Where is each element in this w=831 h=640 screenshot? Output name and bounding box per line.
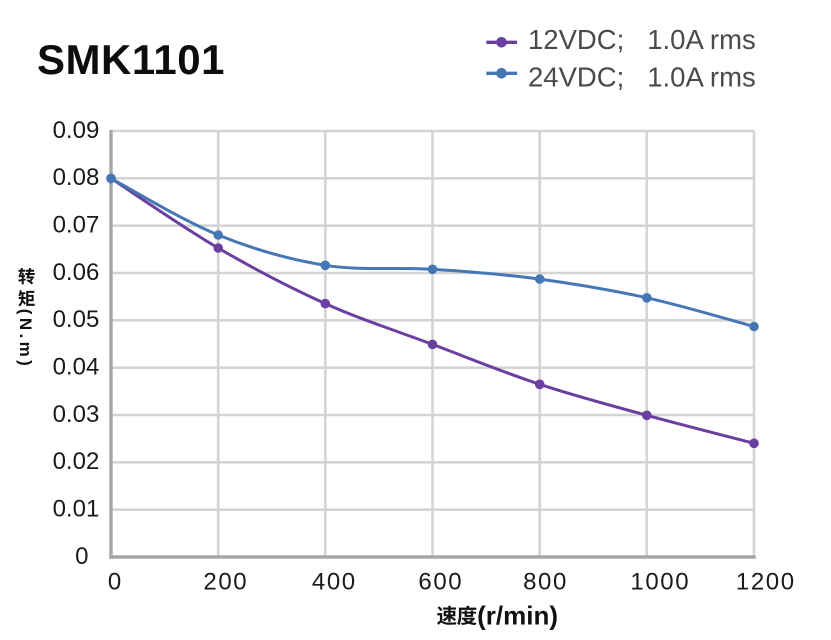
svg-text:1000: 1000	[630, 569, 690, 596]
svg-text:0.02: 0.02	[53, 448, 100, 475]
svg-text:0.01: 0.01	[53, 496, 100, 523]
svg-text:800: 800	[523, 569, 568, 596]
svg-text:0.08: 0.08	[53, 164, 100, 191]
svg-text:0.09: 0.09	[53, 117, 100, 144]
svg-text:12VDC; 1.0A rms: 12VDC; 1.0A rms	[528, 24, 756, 55]
svg-text:24VDC; 1.0A rms: 24VDC; 1.0A rms	[528, 62, 756, 93]
svg-text:0: 0	[75, 543, 88, 570]
svg-text:0.04: 0.04	[53, 354, 100, 381]
svg-text:600: 600	[418, 569, 463, 596]
svg-text:0.06: 0.06	[53, 259, 100, 286]
svg-text:0.07: 0.07	[53, 212, 100, 239]
svg-text:200: 200	[203, 569, 248, 596]
svg-text:0.03: 0.03	[53, 401, 100, 428]
svg-text:1200: 1200	[736, 569, 796, 596]
svg-text:0.05: 0.05	[53, 306, 100, 333]
svg-text:(N.m): (N.m)	[16, 309, 35, 369]
svg-text:400: 400	[312, 569, 357, 596]
svg-text:SMK1101: SMK1101	[37, 36, 225, 83]
svg-text:(r/min): (r/min)	[477, 601, 558, 631]
svg-text:0: 0	[108, 569, 123, 596]
